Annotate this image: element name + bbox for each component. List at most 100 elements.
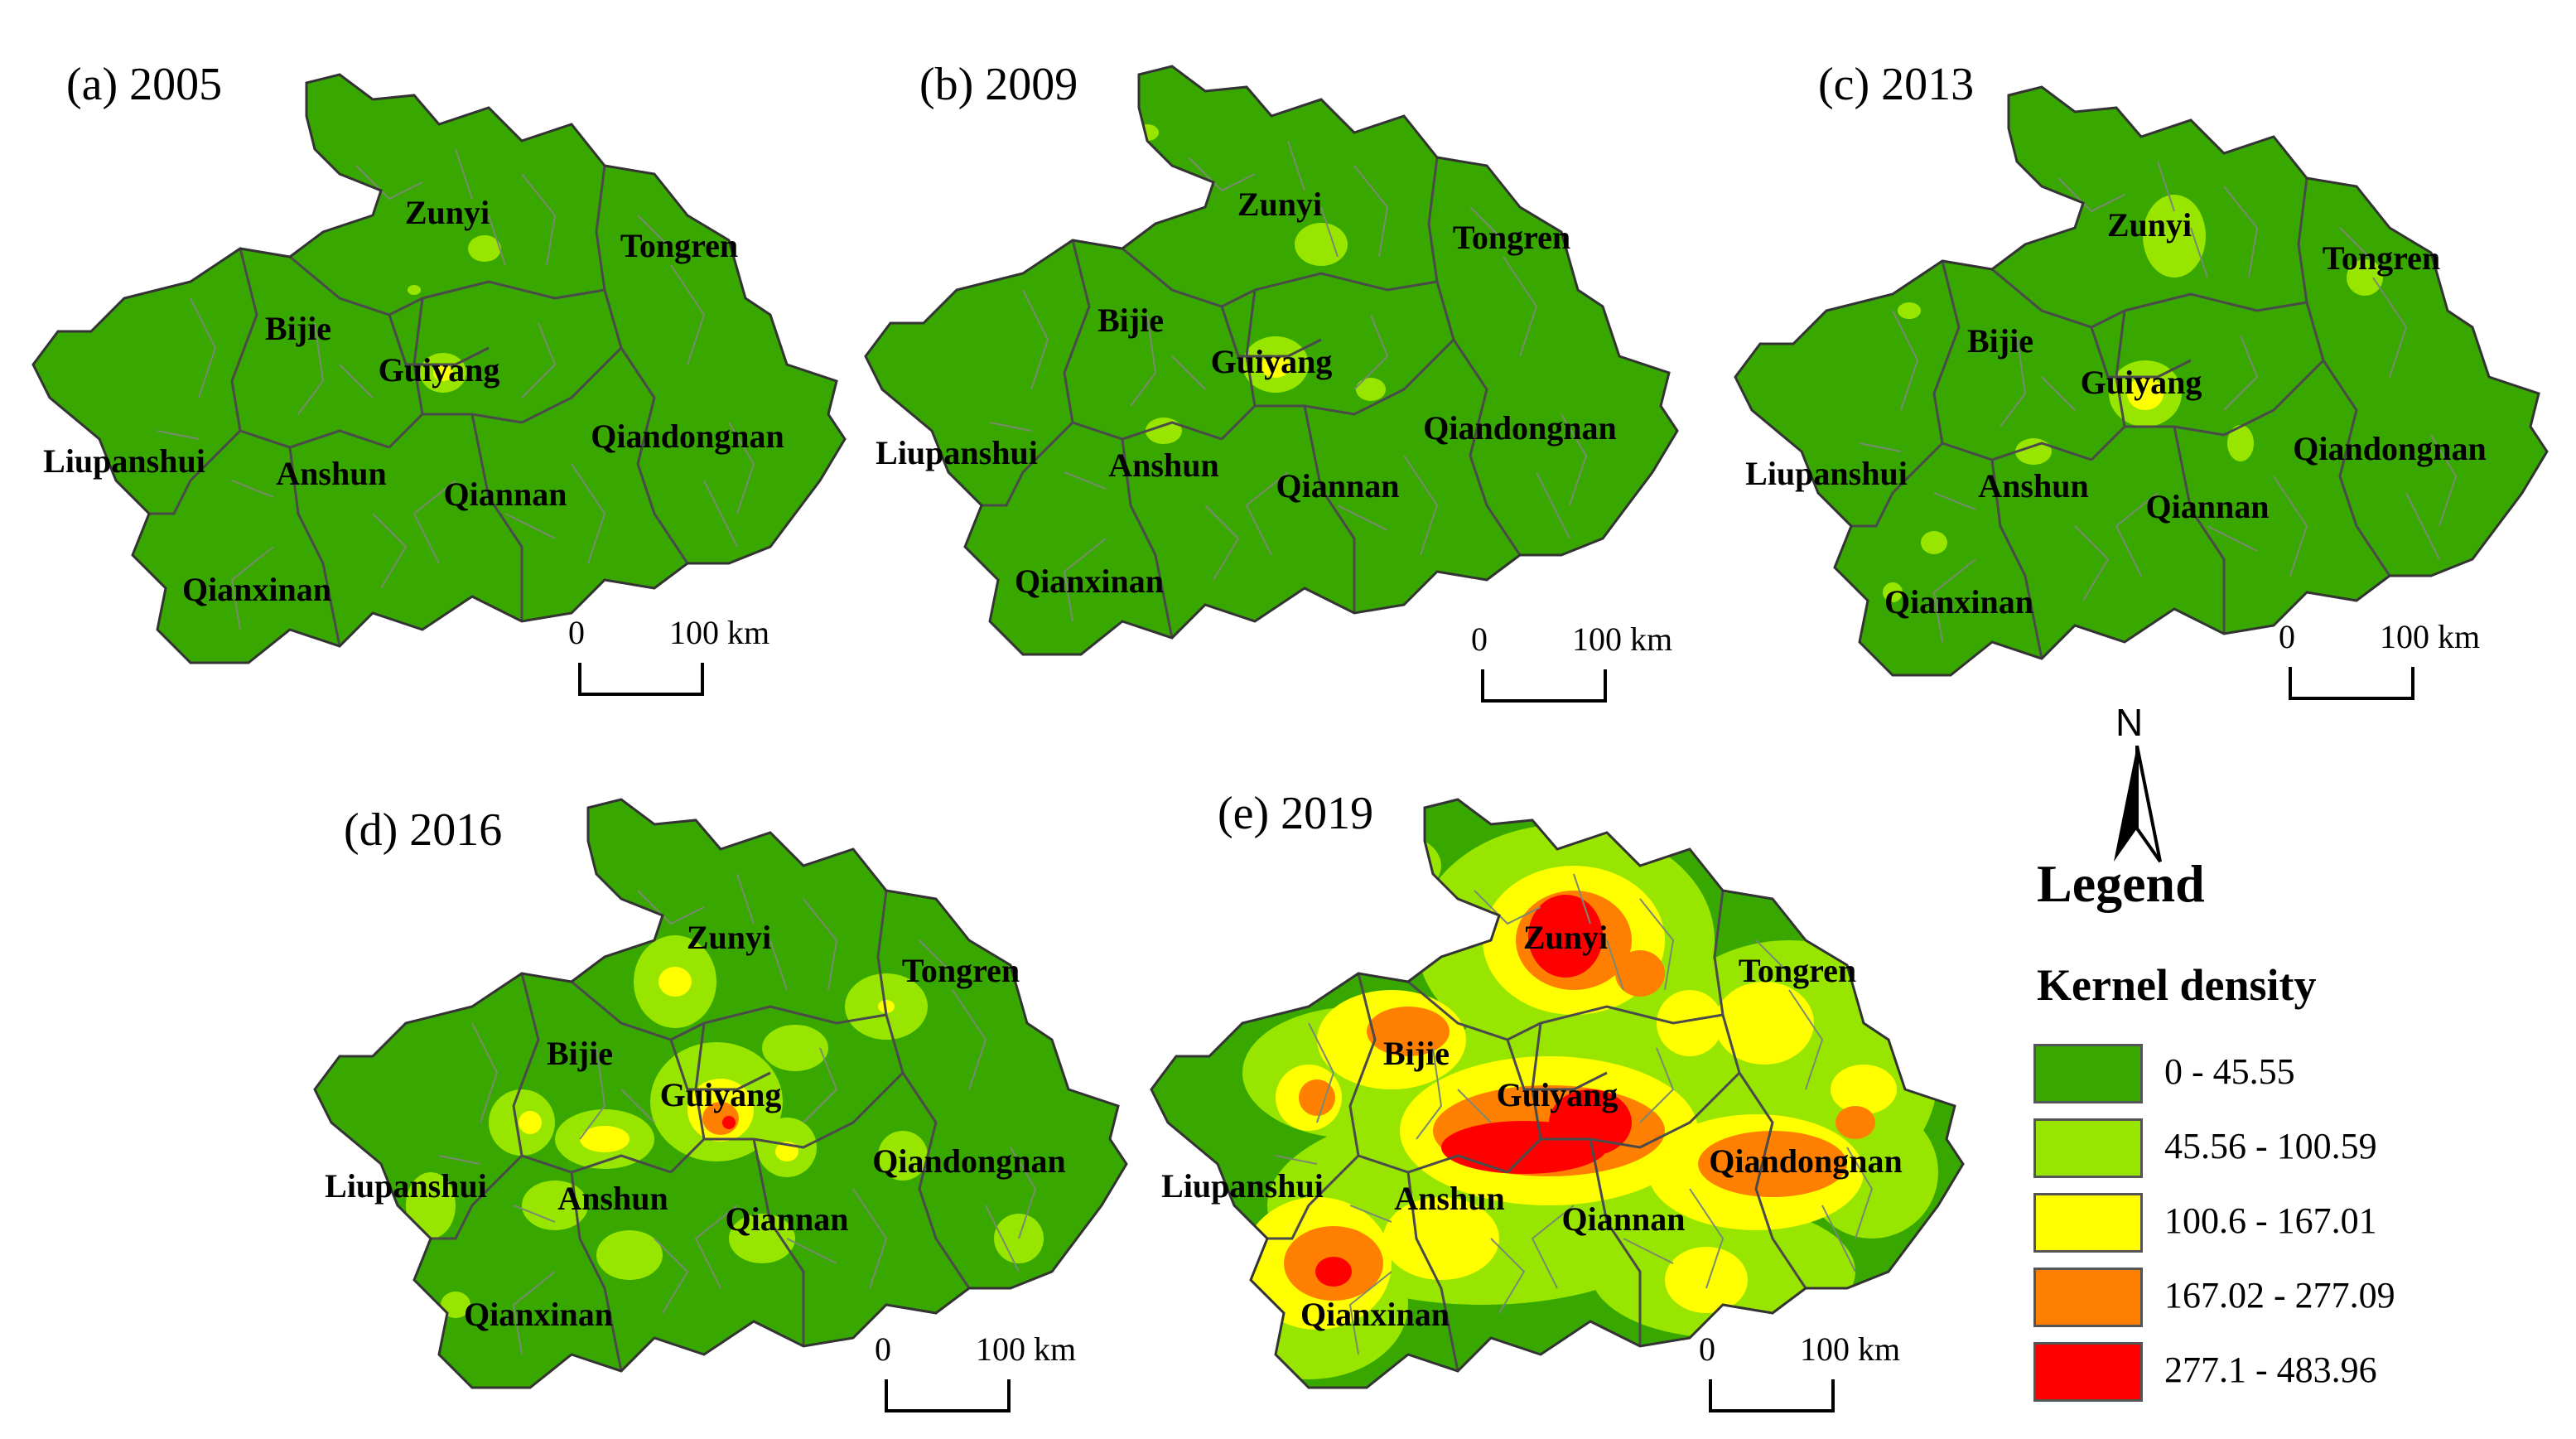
county-boundary <box>1349 1205 1392 1223</box>
county-boundary <box>2115 492 2159 577</box>
prefecture-boundary <box>571 980 705 1041</box>
county-boundary <box>579 1047 606 1140</box>
region-label-guiyang: Guiyang <box>379 351 500 389</box>
prefecture-boundary <box>703 1005 887 1025</box>
density-patch <box>1528 895 1603 978</box>
prefecture-boundary <box>1427 157 1455 340</box>
county-boundary <box>412 480 456 564</box>
scale-bar: 0 100 km <box>875 1330 1126 1421</box>
prefecture-boundary <box>752 1138 805 1346</box>
county-boundary <box>1064 471 1107 490</box>
county-boundary <box>1788 989 1824 1090</box>
region-label-guiyang: Guiyang <box>660 1076 782 1113</box>
density-patch <box>2347 259 2383 296</box>
density-patch <box>1352 837 1398 870</box>
prefecture-boundary <box>388 297 424 449</box>
county-boundary <box>1821 1205 1856 1272</box>
density-patch <box>2127 377 2164 410</box>
region-label-liupanshui: Liupanshui <box>1745 455 1908 492</box>
prefecture-boundary <box>388 314 490 366</box>
prefecture-boundary <box>422 346 623 424</box>
province-map: Zunyi Tongren Bijie Guiyang Qiandongnan Liupa… <box>313 798 1128 1389</box>
prefecture-boundary <box>2322 360 2391 577</box>
prefecture-boundary <box>669 1039 771 1091</box>
county-boundary <box>1130 314 1157 407</box>
county-boundary <box>297 322 325 415</box>
density-patch <box>1615 950 1665 997</box>
north-arrow-icon <box>2114 746 2162 863</box>
scale-zero: 0 <box>1699 1330 1715 1368</box>
region-label-qianxinan: Qianxinan <box>464 1296 613 1333</box>
prefecture-boundary <box>1506 1022 1542 1174</box>
region-label-tongren: Tongren <box>902 952 1020 989</box>
county-boundary <box>1623 1238 1674 1264</box>
region-label-bijie: Bijie <box>265 310 331 347</box>
county-boundary <box>1063 538 1107 622</box>
county-boundary <box>654 1238 689 1314</box>
county-boundary <box>2057 177 2125 213</box>
density-patch <box>1836 1106 1875 1139</box>
region-label-bijie: Bijie <box>547 1035 613 1072</box>
region-label-qiannan: Qiannan <box>726 1200 849 1238</box>
county-boundary <box>728 422 755 514</box>
legend-swatch <box>2033 1268 2143 1327</box>
prefecture-boundary <box>512 973 540 1157</box>
county-boundary <box>513 1205 556 1223</box>
county-boundary <box>1639 898 1675 991</box>
county-boundary <box>2223 335 2259 411</box>
county-boundary <box>736 873 755 925</box>
density-patch <box>596 1230 663 1280</box>
density-patch <box>1383 1197 1499 1280</box>
density-patch <box>1146 418 1182 444</box>
prefecture-boundary <box>1348 973 1377 1157</box>
county-boundary <box>231 480 274 498</box>
county-boundary <box>1353 314 1389 390</box>
panel-title-d: (d) 2016 <box>344 804 503 856</box>
county-boundary <box>438 1155 481 1165</box>
density-patch <box>2143 195 2206 278</box>
county-boundary <box>1320 206 1339 258</box>
region-label-anshun: Anshun <box>1978 467 2088 505</box>
prefecture-boundary <box>1303 405 1356 613</box>
legend-item: 100.6 - 167.01 <box>2033 1193 2547 1256</box>
county-boundary <box>952 989 987 1090</box>
province-outline <box>31 73 847 664</box>
county-boundary <box>2273 476 2308 577</box>
prefecture-boundary <box>1122 247 1256 308</box>
region-label-liupanshui: Liupanshui <box>325 1167 487 1205</box>
region-label-anshun: Anshun <box>276 455 386 492</box>
prefecture-boundary <box>1220 306 1322 358</box>
density-patch <box>658 967 692 997</box>
legend-label: 0 - 45.55 <box>2164 1051 2295 1092</box>
legend-item: 45.56 - 100.59 <box>2033 1118 2547 1181</box>
county-boundary <box>2372 277 2408 378</box>
region-label-qiannan: Qiannan <box>2146 488 2270 525</box>
prefecture-boundary <box>2297 177 2325 361</box>
map-panel-d: Zunyi Tongren Bijie Guiyang Qiandongnan Liupa… <box>306 775 1135 1421</box>
county-boundary <box>1755 939 1790 974</box>
prefecture-boundary <box>1406 1171 1459 1372</box>
density-patch <box>468 235 501 262</box>
scale-bar-line <box>1709 1379 1835 1412</box>
region-label-zunyi: Zunyi <box>405 194 490 231</box>
prefecture-boundary <box>1220 289 1257 441</box>
density-patch <box>1356 378 1386 401</box>
county-boundary <box>1022 289 1049 390</box>
region-label-liupanshui: Liupanshui <box>1161 1167 1324 1205</box>
prefecture-boundary <box>1942 442 2092 461</box>
legend-label: 45.56 - 100.59 <box>2164 1126 2377 1166</box>
legend-item: 277.1 - 483.96 <box>2033 1342 2547 1405</box>
density-patch <box>1261 355 1290 378</box>
density-patch <box>1367 1007 1450 1056</box>
scale-distance: 100 km <box>2380 618 2481 655</box>
legend-swatch <box>2033 1044 2143 1103</box>
density-patch <box>729 1214 795 1263</box>
region-label-qianxinan: Qianxinan <box>1015 563 1164 600</box>
scale-bar-line <box>885 1379 1011 1412</box>
north-arrow: N <box>2104 700 2170 866</box>
scale-distance: 100 km <box>1800 1330 1901 1368</box>
legend-item: 0 - 45.55 <box>2033 1044 2547 1107</box>
prefecture-boundary <box>1540 1005 1724 1025</box>
region-label-qiannan: Qiannan <box>1276 467 1400 505</box>
density-patch <box>519 1111 542 1134</box>
